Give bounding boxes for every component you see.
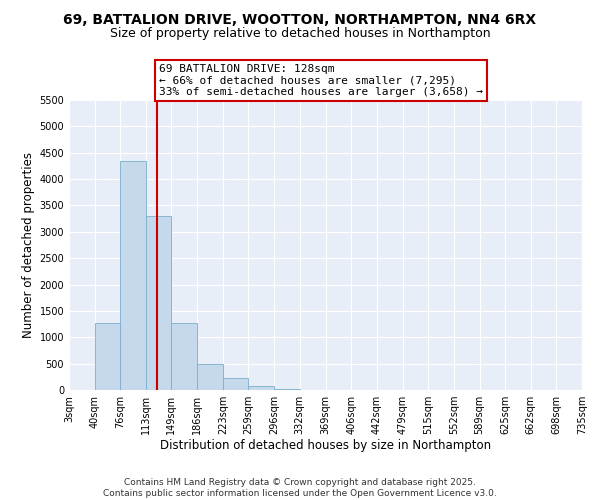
Text: 69 BATTALION DRIVE: 128sqm
← 66% of detached houses are smaller (7,295)
33% of s: 69 BATTALION DRIVE: 128sqm ← 66% of deta…	[159, 64, 483, 97]
Bar	[172, 322, 197, 390]
Text: Contains HM Land Registry data © Crown copyright and database right 2025.
Contai: Contains HM Land Registry data © Crown c…	[103, 478, 497, 498]
X-axis label: Distribution of detached houses by size in Northampton: Distribution of detached houses by size …	[160, 438, 491, 452]
Bar	[197, 364, 223, 390]
Bar	[223, 378, 248, 390]
Bar	[95, 323, 120, 390]
Bar	[146, 216, 172, 390]
Bar	[120, 160, 146, 390]
Bar	[248, 386, 274, 390]
Y-axis label: Number of detached properties: Number of detached properties	[22, 152, 35, 338]
Bar	[274, 389, 299, 390]
Text: Size of property relative to detached houses in Northampton: Size of property relative to detached ho…	[110, 28, 490, 40]
Text: 69, BATTALION DRIVE, WOOTTON, NORTHAMPTON, NN4 6RX: 69, BATTALION DRIVE, WOOTTON, NORTHAMPTO…	[64, 12, 536, 26]
